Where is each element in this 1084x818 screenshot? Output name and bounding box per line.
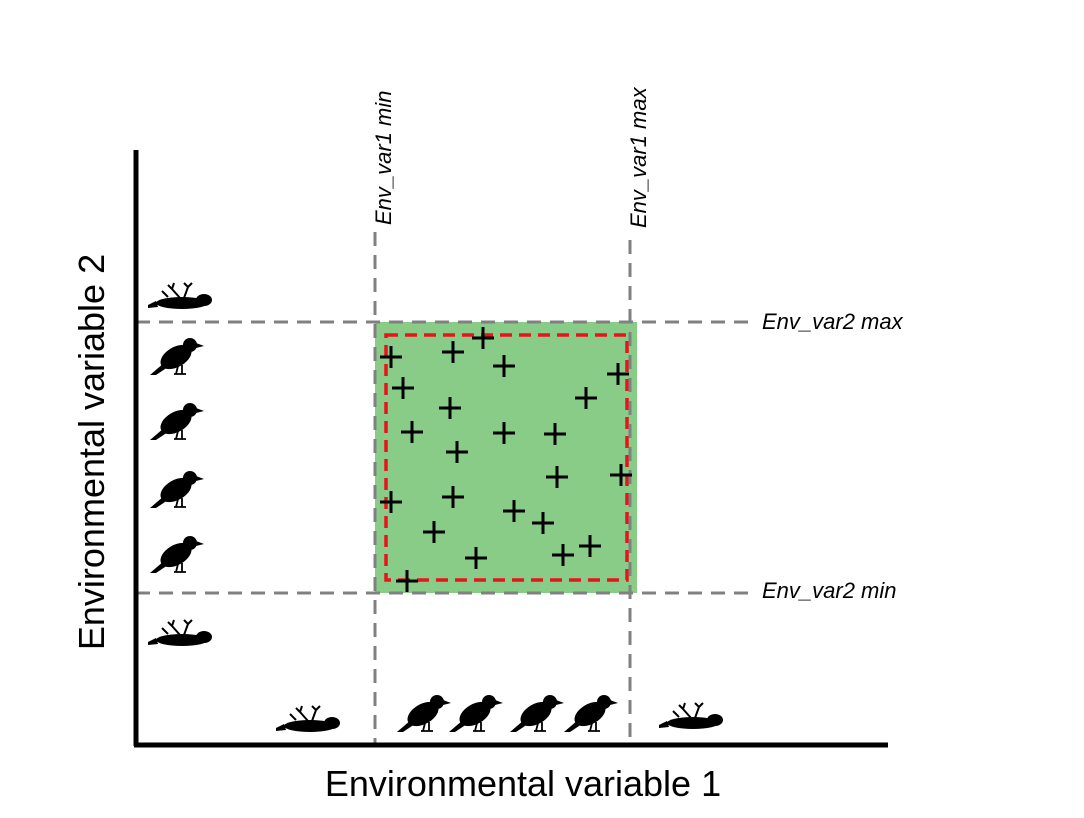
cross xyxy=(552,544,574,566)
cross xyxy=(392,377,414,399)
cross xyxy=(546,466,568,488)
dead-bird xyxy=(147,282,213,310)
cross xyxy=(503,500,525,522)
cross xyxy=(442,486,464,508)
cross xyxy=(610,464,632,486)
cross xyxy=(472,327,494,349)
cross xyxy=(493,422,515,444)
cross xyxy=(380,491,402,513)
live-bird xyxy=(149,535,205,574)
cross xyxy=(493,355,515,377)
cross xyxy=(401,421,423,443)
cross xyxy=(396,570,418,592)
x-axis-title: Environmental variable 1 xyxy=(325,763,721,804)
live-bird xyxy=(448,694,504,733)
live-bird xyxy=(509,694,565,733)
live-bird xyxy=(396,694,452,733)
cross xyxy=(579,535,601,557)
var2-min-label: Env_var2 min xyxy=(762,578,897,603)
var1-min-label: Env_var1 min xyxy=(371,90,396,225)
y-axis-title: Environmental variable 2 xyxy=(71,254,112,650)
var1-max-label: Env_var1 max xyxy=(626,86,651,228)
dead-bird xyxy=(658,702,724,730)
cross xyxy=(442,341,464,363)
cross xyxy=(607,363,629,385)
cross xyxy=(532,512,554,534)
suitable-range xyxy=(375,322,637,593)
dead-bird xyxy=(147,619,213,647)
cross xyxy=(575,387,597,409)
cross xyxy=(380,346,402,368)
niche-box xyxy=(384,333,629,582)
cross xyxy=(446,441,468,463)
live-bird xyxy=(149,337,205,376)
dead-bird xyxy=(275,705,341,733)
occurrences xyxy=(380,327,632,592)
cross xyxy=(439,397,461,419)
cross xyxy=(423,521,445,543)
live-bird xyxy=(149,470,205,509)
live-bird xyxy=(149,402,205,441)
cross xyxy=(544,423,566,445)
live-bird xyxy=(563,694,619,733)
cross xyxy=(465,547,487,569)
var2-max-label: Env_var2 max xyxy=(762,309,904,334)
